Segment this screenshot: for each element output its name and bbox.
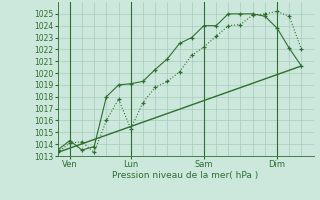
X-axis label: Pression niveau de la mer( hPa ): Pression niveau de la mer( hPa ) <box>112 171 259 180</box>
